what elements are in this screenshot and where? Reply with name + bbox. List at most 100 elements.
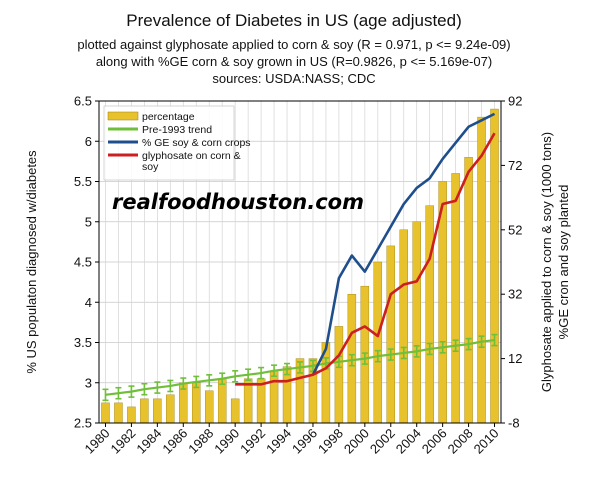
bar-1985 — [166, 394, 175, 424]
trend-point-2006 — [439, 341, 446, 354]
right-tick-label-0: -8 — [508, 416, 520, 431]
legend-label-1: Pre-1993 trend — [142, 124, 212, 136]
y-axis-label-right-ge: %GE cron and soy planted — [556, 185, 571, 340]
line-series — [102, 112, 498, 402]
legend-label-2: % GE soy & corn crops — [142, 137, 251, 149]
bar-2004 — [412, 221, 421, 424]
right-tick-label-4: 72 — [508, 158, 522, 173]
right-tick-label-3: 52 — [508, 222, 522, 237]
x-tick-label-2000: 2000 — [341, 426, 372, 457]
legend-entry-2: % GE soy & corn crops — [108, 137, 251, 149]
trend-point-1985 — [167, 379, 174, 393]
trend-point-2008 — [465, 337, 472, 351]
trend-point-1991 — [245, 368, 252, 382]
bar-1982 — [127, 406, 136, 424]
legend-label-3-a: glyphosate on corn & — [142, 150, 241, 162]
watermark-text: realfoodhouston.com — [112, 190, 364, 214]
x-tick-label-1982: 1982 — [107, 426, 138, 457]
trend-point-1987 — [193, 375, 200, 389]
x-tick-label-1990: 1990 — [211, 426, 242, 457]
trend-point-1993 — [271, 364, 278, 377]
x-tick-label-1996: 1996 — [289, 426, 320, 457]
trend-point-1989 — [219, 372, 226, 386]
right-tick-label-2: 32 — [508, 287, 522, 302]
bar-2003 — [399, 229, 408, 424]
right-tick-label-5: 92 — [508, 94, 522, 109]
x-tick-label-1986: 1986 — [159, 426, 190, 457]
trend-point-2001 — [374, 349, 381, 363]
legend-entry-0: percentage — [107, 111, 195, 123]
bar-2005 — [425, 205, 434, 424]
trend-point-2002 — [387, 348, 394, 361]
bar-1987 — [192, 382, 201, 424]
bar-2009 — [477, 116, 486, 424]
trend-point-1990 — [232, 370, 239, 383]
chart-subtitle-line-1: plotted against glyphosate applied to co… — [77, 37, 510, 52]
bar-1988 — [205, 390, 214, 424]
chart-subtitle-line-3: sources: USDA:NASS; CDC — [212, 71, 375, 86]
bar-1989 — [217, 378, 227, 424]
right-tick-label-1: 12 — [508, 351, 522, 366]
x-tick-label-1994: 1994 — [263, 426, 294, 457]
bar-1980 — [101, 402, 110, 424]
trend-point-2009 — [478, 335, 485, 348]
left-tick-label-1: 3 — [85, 375, 92, 390]
trend-point-1994 — [284, 362, 291, 376]
legend-label-0: percentage — [142, 111, 195, 123]
y-axis-label-right-glyphosate: Glyphosate applied to corn & soy (1000 t… — [539, 132, 554, 392]
left-tick-label-0: 2.5 — [74, 416, 92, 431]
bar-1993 — [269, 370, 279, 424]
x-tick-label-2002: 2002 — [367, 426, 398, 457]
trend-point-1981 — [115, 386, 122, 400]
bar-1990 — [230, 398, 240, 424]
chart-subtitle-line-2: along with %GE corn & soy grown in US (R… — [96, 54, 492, 69]
legend-entry-3: glyphosate on corn &soy — [108, 150, 241, 173]
trend-point-1988 — [206, 374, 213, 387]
bar-2002 — [386, 245, 395, 424]
left-tick-label-7: 6 — [85, 134, 92, 149]
bar-series — [101, 108, 499, 424]
trend-point-1980 — [102, 388, 109, 402]
x-tick-label-2010: 2010 — [471, 426, 502, 457]
left-tick-label-4: 4.5 — [74, 255, 92, 270]
legend-swatch-0 — [107, 111, 139, 121]
trend-point-2003 — [400, 346, 407, 360]
x-tick-label-1984: 1984 — [133, 426, 164, 457]
trend-point-2010 — [491, 333, 498, 347]
y-axis-label-left: % US populaton diagnosed w/diabetes — [24, 150, 39, 374]
bar-2010 — [490, 108, 499, 424]
x-tick-label-1998: 1998 — [315, 426, 346, 457]
trend-point-2005 — [426, 342, 433, 356]
bar-2008 — [464, 157, 473, 424]
x-tick-label-2006: 2006 — [419, 426, 450, 457]
x-tick-label-1992: 1992 — [237, 426, 268, 457]
trend-point-2004 — [413, 345, 420, 358]
left-tick-label-3: 4 — [85, 295, 92, 310]
left-tick-label-6: 5.5 — [74, 174, 92, 189]
chart-title: Prevalence of Diabetes in US (age adjust… — [126, 11, 461, 30]
x-tick-label-2008: 2008 — [445, 426, 476, 457]
left-tick-label-8: 6.5 — [74, 94, 92, 109]
ge-crops-line — [311, 112, 496, 376]
bar-1983 — [140, 398, 149, 424]
bar-1984 — [153, 398, 162, 424]
glyphosate-line — [235, 132, 496, 386]
trend-point-1999 — [348, 353, 355, 367]
trend-point-1983 — [141, 382, 148, 396]
x-tick-label-1988: 1988 — [185, 426, 216, 457]
legend-entry-1: Pre-1993 trend — [108, 124, 212, 136]
trend-point-1984 — [154, 381, 161, 394]
bar-1981 — [114, 402, 123, 424]
left-tick-label-2: 3.5 — [74, 335, 92, 350]
bar-2001 — [373, 261, 383, 424]
legend-label-3-b: soy — [142, 161, 159, 173]
trend-point-2000 — [361, 352, 368, 365]
bar-1998 — [334, 326, 344, 424]
left-tick-label-5: 5 — [85, 214, 92, 229]
trend-point-1982 — [128, 385, 135, 398]
trend-point-2007 — [452, 339, 459, 353]
x-tick-label-2004: 2004 — [393, 426, 424, 457]
trend-point-1986 — [180, 377, 187, 390]
